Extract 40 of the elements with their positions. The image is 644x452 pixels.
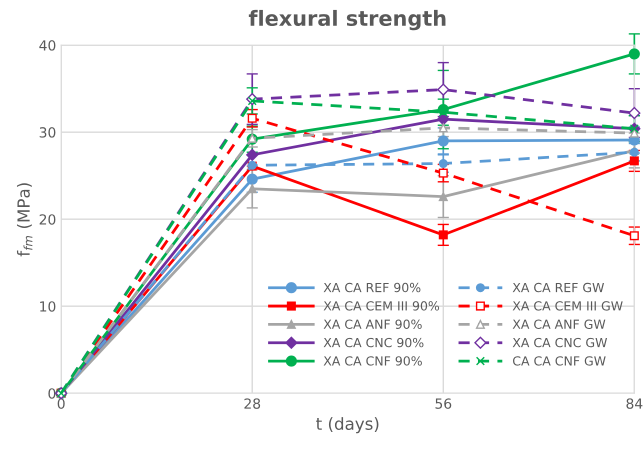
- point: [438, 168, 448, 178]
- point: [438, 135, 449, 146]
- point: [248, 184, 257, 194]
- point: [630, 128, 639, 138]
- point: [248, 114, 257, 123]
- y-tick-label: 20: [40, 214, 56, 225]
- point: [246, 174, 258, 185]
- y-tick-label: 40: [39, 40, 56, 51]
- legend-label: XA CA ANF GW: [512, 319, 606, 329]
- x-axis-title: t (days): [316, 417, 378, 434]
- point: [438, 230, 448, 240]
- point: [630, 148, 639, 157]
- y-tick-label: 30: [40, 127, 56, 138]
- legend-label: XA CA CNC GW: [512, 338, 608, 348]
- legend-label: CA CA CNF GW: [512, 356, 606, 366]
- legend-label: XA CA ANF 90%: [324, 319, 422, 329]
- x-tick-label: 84: [626, 398, 642, 409]
- x-tick-label: 0: [58, 398, 65, 409]
- point: [437, 113, 450, 126]
- x-tick-label: 56: [436, 398, 452, 409]
- legend-label: XA CA CNF 90%: [324, 356, 422, 366]
- point: [628, 48, 640, 60]
- point: [246, 148, 258, 161]
- y-axis-title: f$_{fm}$ (MPa): [16, 183, 32, 256]
- legend-label: XA CA CEM III 90%: [324, 301, 440, 311]
- legend-label: XA CA CEM III GW: [512, 301, 623, 311]
- point: [437, 83, 450, 96]
- x-tick-label: 28: [244, 398, 260, 409]
- legend-label: XA CA REF 90%: [324, 282, 420, 292]
- legend-label: XA CA CNC 90%: [324, 338, 424, 348]
- point: [438, 192, 448, 202]
- point: [630, 231, 639, 240]
- point: [630, 156, 639, 166]
- y-tick-label: 10: [40, 301, 56, 312]
- chart-title: flexural strength: [248, 10, 446, 30]
- point: [438, 159, 448, 168]
- legend-label: XA CA REF GW: [512, 282, 604, 292]
- y-tick-label: 0: [48, 388, 56, 399]
- point: [438, 123, 448, 132]
- point: [628, 106, 640, 120]
